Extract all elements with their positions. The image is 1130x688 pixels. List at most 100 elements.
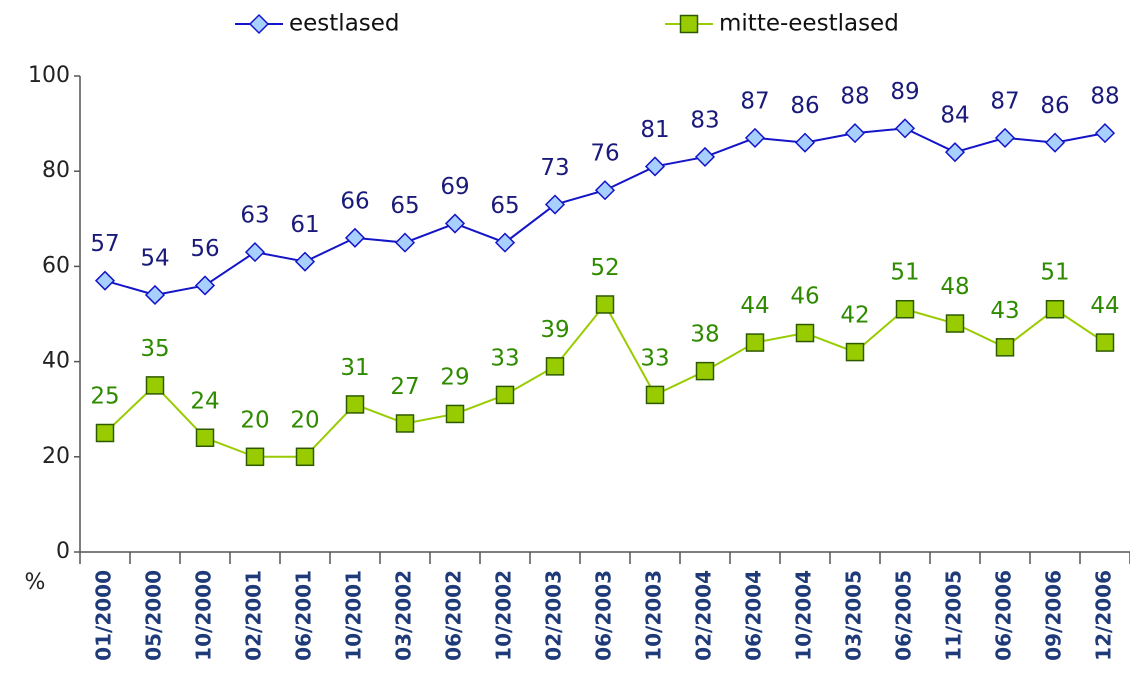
y-tick-label: 60 <box>42 253 70 278</box>
x-tick-label: 06/2006 <box>992 570 1016 661</box>
data-label: 54 <box>140 245 169 271</box>
data-label: 44 <box>740 293 769 319</box>
data-label: 38 <box>690 322 719 348</box>
point <box>595 295 615 314</box>
point <box>844 123 866 144</box>
data-label: 44 <box>1090 293 1119 319</box>
point <box>1094 123 1116 144</box>
x-tick-label: 10/2001 <box>342 570 366 661</box>
point <box>895 299 915 319</box>
x-tick-label: 02/2001 <box>242 570 266 661</box>
data-label: 25 <box>90 384 119 410</box>
x-tick-label: 03/2005 <box>842 570 866 661</box>
point <box>545 357 565 376</box>
data-label: 83 <box>690 107 719 133</box>
y-tick-label: 40 <box>42 349 70 374</box>
point <box>594 180 616 201</box>
point <box>645 385 665 405</box>
data-label: 52 <box>590 255 619 281</box>
point <box>544 194 566 215</box>
data-label: 86 <box>790 93 819 119</box>
x-tick-label: 03/2002 <box>392 570 416 661</box>
y-tick-label: 80 <box>42 158 70 183</box>
point <box>445 404 465 424</box>
point <box>344 227 366 248</box>
x-tick-label: 02/2004 <box>692 570 716 661</box>
x-tick-label: 06/2003 <box>592 570 616 661</box>
point <box>494 232 516 253</box>
legend-label: mitte-eestlased <box>719 11 899 37</box>
data-label: 20 <box>240 407 269 433</box>
y-tick-label: 100 <box>28 63 70 88</box>
point <box>194 275 216 296</box>
y-tick-label: 0 <box>56 539 70 564</box>
data-label: 84 <box>940 103 969 129</box>
data-label: 29 <box>440 364 469 390</box>
point <box>945 314 965 333</box>
x-tick-label: 10/2000 <box>192 570 216 661</box>
data-label: 66 <box>340 188 369 214</box>
point <box>794 132 816 153</box>
point <box>795 323 815 343</box>
x-tick-label: 06/2002 <box>442 570 466 661</box>
data-label: 87 <box>740 88 769 114</box>
point <box>345 395 365 414</box>
point <box>1095 333 1115 352</box>
legend-marker <box>679 14 699 34</box>
x-tick-label: 01/2000 <box>92 570 116 661</box>
point <box>195 428 215 448</box>
point <box>1044 132 1066 153</box>
x-tick-label: 06/2005 <box>892 570 916 661</box>
data-label: 65 <box>490 193 519 219</box>
point <box>1045 299 1065 319</box>
point <box>995 338 1015 357</box>
data-label: 35 <box>140 336 169 362</box>
y-tick-label: 20 <box>42 444 70 469</box>
x-tick-label: 09/2006 <box>1042 570 1066 661</box>
x-tick-label: 02/2003 <box>542 570 566 661</box>
data-label: 51 <box>1040 260 1069 286</box>
point <box>295 447 315 467</box>
legend-marker <box>248 13 270 35</box>
point <box>95 423 115 443</box>
data-label: 86 <box>1040 93 1069 119</box>
x-tick-label: 10/2002 <box>492 570 516 661</box>
data-label: 42 <box>840 303 869 329</box>
y-axis-label: % <box>25 570 46 595</box>
data-label: 76 <box>590 141 619 167</box>
data-label: 24 <box>190 388 219 414</box>
data-label: 20 <box>290 407 319 433</box>
point <box>994 127 1016 148</box>
x-tick-label: 12/2006 <box>1092 570 1116 661</box>
point <box>894 118 916 139</box>
point <box>395 414 415 433</box>
data-label: 69 <box>440 174 469 200</box>
data-label: 61 <box>290 212 319 238</box>
data-label: 43 <box>990 298 1019 324</box>
data-label: 87 <box>990 88 1019 114</box>
point <box>644 156 666 177</box>
data-label: 56 <box>190 236 219 262</box>
data-label: 81 <box>640 117 669 143</box>
data-label: 31 <box>340 355 369 381</box>
x-tick-label: 10/2003 <box>642 570 666 661</box>
data-label: 73 <box>540 155 569 181</box>
point <box>245 447 265 467</box>
data-label: 88 <box>1090 84 1119 110</box>
point <box>144 284 166 306</box>
point <box>145 376 165 395</box>
x-tick-label: 06/2004 <box>742 570 766 661</box>
data-label: 89 <box>890 79 919 105</box>
point <box>244 242 266 263</box>
data-label: 46 <box>790 284 819 310</box>
data-label: 33 <box>490 345 519 371</box>
data-label: 88 <box>840 84 869 110</box>
data-label: 63 <box>240 203 269 229</box>
data-label: 27 <box>390 374 419 400</box>
x-tick-label: 11/2005 <box>942 570 966 661</box>
data-label: 51 <box>890 260 919 286</box>
x-tick-label: 05/2000 <box>142 570 166 661</box>
point <box>744 127 766 148</box>
point <box>745 333 765 352</box>
